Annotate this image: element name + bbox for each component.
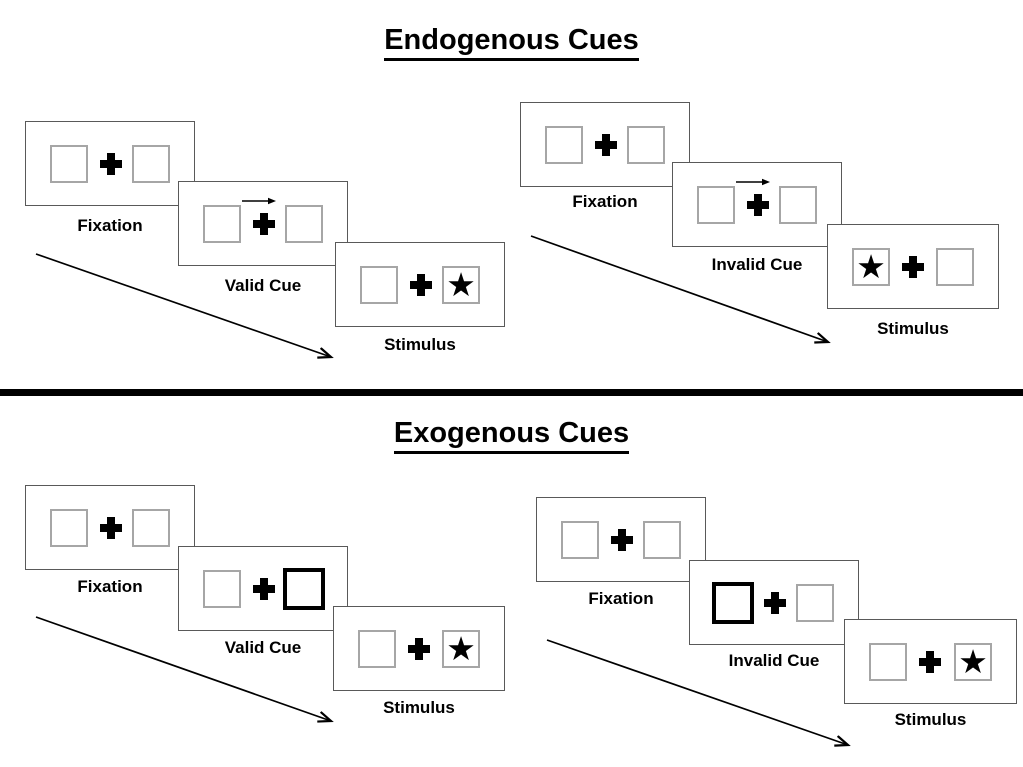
timeline-arrow-endogenous-invalid [530, 235, 828, 342]
fixation-cross-icon [410, 274, 432, 296]
label-stimulus: Stimulus [383, 698, 455, 717]
right-box-with-star: ★ [442, 630, 480, 668]
right-box [627, 126, 665, 164]
fixation-cross-icon [100, 153, 122, 175]
right-box-cued [283, 568, 325, 610]
right-box [779, 186, 817, 224]
right-box [796, 584, 834, 622]
exogenous-title-text: Exogenous Cues [393, 417, 630, 454]
label-invalid-cue: Invalid Cue [711, 255, 803, 274]
panel-endogenous-invalid-cue [672, 162, 842, 247]
timeline-arrow-endogenous-valid [35, 253, 331, 357]
right-box [643, 521, 681, 559]
left-box-cued [712, 582, 754, 624]
star-stimulus-icon: ★ [446, 265, 476, 303]
fixation-cross-icon [764, 592, 786, 614]
right-box-with-star: ★ [954, 643, 992, 681]
right-box [132, 145, 170, 183]
panel-endogenous-valid-stimulus: ★ [335, 242, 505, 327]
left-box-with-star: ★ [852, 248, 890, 286]
fixation-cross-icon [253, 578, 275, 600]
left-box [360, 266, 398, 304]
left-box [561, 521, 599, 559]
star-stimulus-icon: ★ [446, 629, 476, 667]
star-stimulus-icon: ★ [856, 247, 886, 285]
right-box-with-star: ★ [442, 266, 480, 304]
panel-exogenous-valid-cue [178, 546, 348, 631]
panel-exogenous-invalid-cue [689, 560, 859, 645]
fixation-cross-icon [611, 529, 633, 551]
right-box [285, 205, 323, 243]
star-stimulus-icon: ★ [958, 642, 988, 680]
right-arrow-cue-icon [736, 178, 770, 186]
left-box [358, 630, 396, 668]
panel-exogenous-valid-fixation [25, 485, 195, 570]
panel-endogenous-valid-fixation [25, 121, 195, 206]
right-box [132, 509, 170, 547]
panel-endogenous-valid-cue [178, 181, 348, 266]
panel-endogenous-invalid-stimulus: ★ [827, 224, 999, 309]
exogenous-section-title: Exogenous Cues [0, 417, 1023, 454]
label-fixation: Fixation [77, 216, 143, 235]
fixation-cross-icon [595, 134, 617, 156]
fixation-cross-icon [747, 194, 769, 216]
label-fixation: Fixation [588, 589, 654, 608]
right-arrow-cue-icon [242, 197, 276, 205]
fixation-cross-icon [902, 256, 924, 278]
panel-exogenous-invalid-fixation [536, 497, 706, 582]
endogenous-title-text: Endogenous Cues [384, 24, 639, 61]
label-stimulus: Stimulus [384, 335, 456, 354]
endogenous-section-title: Endogenous Cues [0, 24, 1023, 61]
fixation-cross-icon [253, 213, 275, 235]
panel-exogenous-invalid-stimulus: ★ [844, 619, 1017, 704]
left-box [203, 570, 241, 608]
fixation-cross-icon [408, 638, 430, 660]
label-fixation: Fixation [77, 577, 143, 596]
left-box [50, 509, 88, 547]
section-divider [0, 389, 1023, 396]
panel-exogenous-valid-stimulus: ★ [333, 606, 505, 691]
right-box [936, 248, 974, 286]
label-valid-cue: Valid Cue [224, 638, 302, 657]
timeline-arrow-exogenous-valid [35, 616, 331, 721]
left-box [203, 205, 241, 243]
label-fixation: Fixation [572, 192, 638, 211]
left-box [869, 643, 907, 681]
label-stimulus: Stimulus [894, 710, 967, 729]
left-box [50, 145, 88, 183]
fixation-cross-icon [100, 517, 122, 539]
left-box [545, 126, 583, 164]
fixation-cross-icon [919, 651, 941, 673]
label-stimulus: Stimulus [877, 319, 949, 338]
left-box [697, 186, 735, 224]
label-invalid-cue: Invalid Cue [728, 651, 820, 670]
label-valid-cue: Valid Cue [224, 276, 302, 295]
panel-endogenous-invalid-fixation [520, 102, 690, 187]
